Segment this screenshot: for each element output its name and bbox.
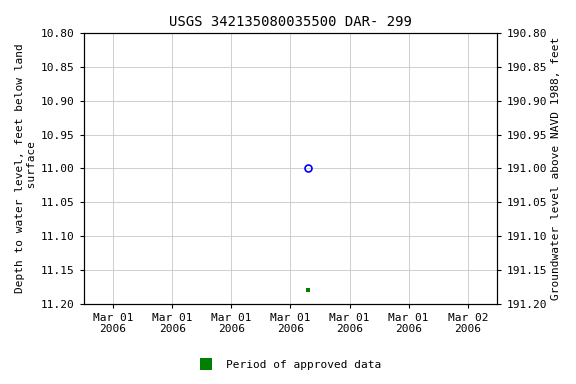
Legend: Period of approved data: Period of approved data [191,356,385,375]
Title: USGS 342135080035500 DAR- 299: USGS 342135080035500 DAR- 299 [169,15,412,29]
Y-axis label: Groundwater level above NAVD 1988, feet: Groundwater level above NAVD 1988, feet [551,37,561,300]
Y-axis label: Depth to water level, feet below land
 surface: Depth to water level, feet below land su… [15,43,37,293]
